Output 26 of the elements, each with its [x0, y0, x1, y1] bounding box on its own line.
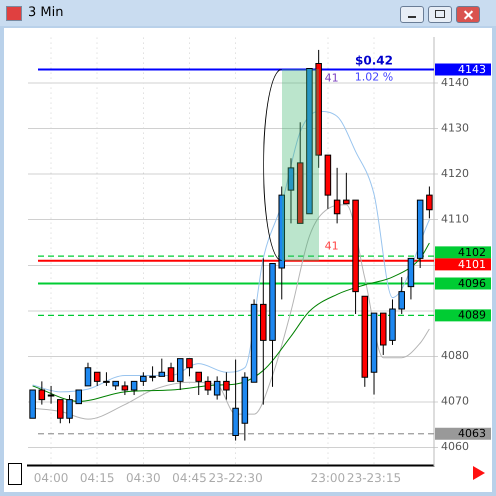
x-tick-label: 04:30: [126, 470, 161, 485]
y-tick-label: 4130: [441, 122, 469, 135]
x-tick-label: 04:00: [34, 470, 68, 485]
x-tick-label: 04:15: [80, 470, 114, 485]
y-tick-label: 4140: [441, 76, 469, 89]
x-tick-label: 23:00: [310, 470, 346, 485]
y-tick-label: 4110: [441, 212, 469, 226]
y-tick-label: 4080: [441, 349, 469, 362]
ref-line-label: 4089: [458, 308, 486, 322]
y-tick-label: 4070: [441, 394, 469, 408]
ref-line-label: 4143: [458, 62, 486, 76]
y-tick-label: 4120: [441, 167, 469, 180]
x-tick-label: 23-23:15: [346, 470, 402, 485]
line-series: [32, 242, 430, 402]
ref-line-label: 4101: [458, 258, 486, 271]
annotation: 41: [324, 71, 339, 84]
x-tick-label: 23-22:30: [208, 470, 263, 485]
annotation: 41: [324, 240, 339, 253]
ref-line-label: 4102: [458, 246, 486, 259]
x-tick-label: 04:45: [172, 470, 207, 485]
annotation: 1.02 %: [354, 70, 394, 84]
annotation: $0.42: [355, 54, 394, 68]
ref-line-label: 4096: [458, 276, 486, 290]
ref-line-label: 4063: [458, 427, 486, 440]
y-tick-label: 4060: [441, 440, 469, 454]
chart-title: 3 Min: [28, 5, 64, 20]
